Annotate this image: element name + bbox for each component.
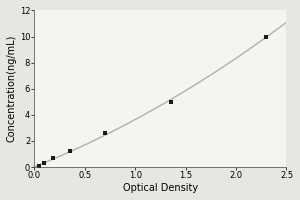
Point bbox=[168, 100, 173, 103]
X-axis label: Optical Density: Optical Density bbox=[123, 183, 198, 193]
Point bbox=[264, 35, 269, 38]
Point bbox=[103, 132, 107, 135]
Point bbox=[37, 165, 42, 168]
Point bbox=[67, 150, 72, 153]
Point bbox=[50, 156, 55, 160]
Y-axis label: Concentration(ng/mL): Concentration(ng/mL) bbox=[7, 35, 17, 142]
Point bbox=[42, 162, 47, 165]
